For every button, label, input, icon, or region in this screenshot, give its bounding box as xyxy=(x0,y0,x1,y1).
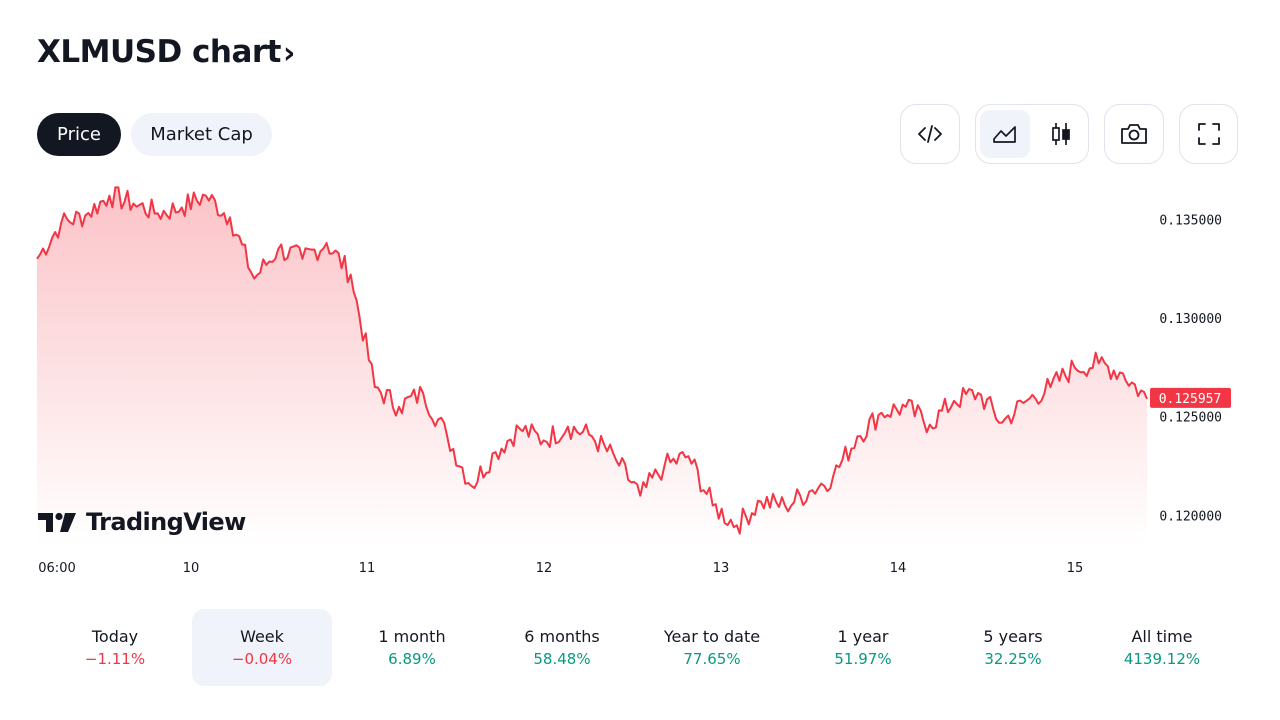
y-tick-label: 0.135000 xyxy=(1159,213,1222,228)
chevron-right-icon: › xyxy=(283,35,295,71)
last-price-label: 0.125957 xyxy=(1150,387,1231,408)
x-tick-label: 13 xyxy=(713,561,730,576)
period-week[interactable]: Week −0.04% xyxy=(192,609,332,686)
price-area-fill xyxy=(37,187,1147,545)
period-change: 6.89% xyxy=(388,649,436,668)
period-label: Today xyxy=(91,626,139,646)
price-line-layer xyxy=(36,186,1148,535)
price-chart[interactable]: 0.135000 0.130000 0.125000 0.120000 06:00 10… xyxy=(0,170,1280,590)
fullscreen-icon xyxy=(1197,123,1220,145)
area-style-button[interactable] xyxy=(980,110,1030,158)
tab-price[interactable]: Price xyxy=(37,113,121,156)
x-tick-label: 10 xyxy=(183,561,200,576)
fullscreen-button[interactable] xyxy=(1179,104,1238,164)
period-all-time[interactable]: All time 4139.12% xyxy=(1092,609,1232,686)
period-label: 6 months xyxy=(524,626,600,646)
period-label: All time xyxy=(1131,626,1193,646)
period-year-to-date[interactable]: Year to date 77.65% xyxy=(642,609,782,686)
period-change: 32.25% xyxy=(984,649,1042,668)
y-tick-label: 0.125000 xyxy=(1159,411,1222,426)
period-change: 58.48% xyxy=(533,649,591,668)
snapshot-button[interactable] xyxy=(1104,104,1164,164)
chart-title: XLMUSD chart xyxy=(37,34,282,70)
x-tick-label: 12 xyxy=(536,561,553,576)
area-fill-layer xyxy=(37,187,1147,545)
x-axis: 06:00 10 11 12 13 14 15 xyxy=(38,561,1083,576)
period-performance-bar: Today −1.11% Week −0.04% 1 month 6.89% 6… xyxy=(37,609,1237,686)
period-label: Year to date xyxy=(663,626,761,646)
period-1-month[interactable]: 1 month 6.89% xyxy=(342,609,482,686)
period-change: 51.97% xyxy=(834,649,892,668)
period-1-year[interactable]: 1 year 51.97% xyxy=(793,609,933,686)
period-6-months[interactable]: 6 months 58.48% xyxy=(492,609,632,686)
chart-style-toggle xyxy=(975,104,1089,164)
tradingview-logo: TradingView xyxy=(38,508,246,536)
x-tick-label: 11 xyxy=(359,561,376,576)
tab-market-cap[interactable]: Market Cap xyxy=(131,113,272,156)
period-today[interactable]: Today −1.11% xyxy=(45,609,185,686)
period-change: −1.11% xyxy=(84,649,146,668)
last-price-badge xyxy=(1150,387,1231,408)
x-tick-label: 14 xyxy=(890,561,907,576)
tradingview-logo-icon xyxy=(38,512,76,532)
x-tick-label: 15 xyxy=(1067,561,1084,576)
last-price-value: 0.125957 xyxy=(1159,392,1222,407)
period-change: −0.04% xyxy=(231,649,293,668)
y-axis: 0.135000 0.130000 0.125000 0.120000 xyxy=(1159,213,1222,524)
period-change: 77.65% xyxy=(683,649,741,668)
price-line xyxy=(36,186,1148,535)
period-label: 1 year xyxy=(837,626,889,646)
embed-button[interactable] xyxy=(900,104,960,164)
period-label: Week xyxy=(240,626,284,646)
period-5-years[interactable]: 5 years 32.25% xyxy=(943,609,1083,686)
area-chart-icon xyxy=(993,126,1016,143)
y-tick-label: 0.130000 xyxy=(1159,312,1222,327)
camera-icon xyxy=(1121,124,1147,144)
period-change: 4139.12% xyxy=(1123,649,1201,668)
tradingview-wordmark: TradingView xyxy=(86,508,246,536)
candles-style-button[interactable] xyxy=(1036,110,1086,158)
chart-title-link[interactable]: XLMUSD chart › xyxy=(37,30,295,74)
y-tick-label: 0.120000 xyxy=(1159,509,1222,524)
candlestick-icon xyxy=(1052,123,1070,145)
period-label: 5 years xyxy=(983,626,1043,646)
code-embed-icon xyxy=(918,125,942,143)
period-label: 1 month xyxy=(378,626,446,646)
x-tick-label: 06:00 xyxy=(38,561,75,576)
